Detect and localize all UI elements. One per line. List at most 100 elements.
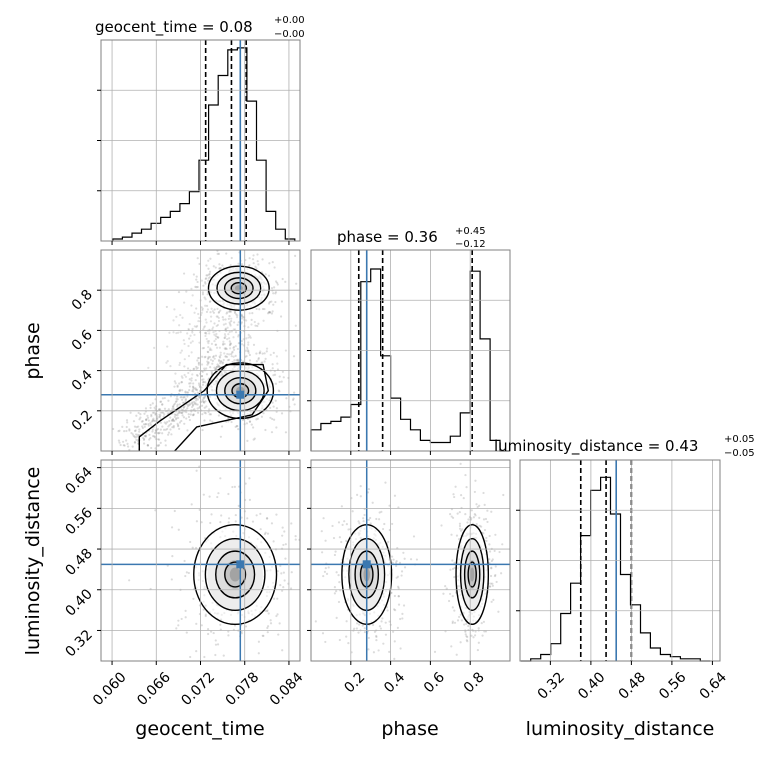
sample-point	[235, 424, 238, 428]
sample-point	[181, 389, 184, 392]
sample-point	[171, 426, 174, 429]
sample-point	[236, 347, 239, 351]
sample-point	[188, 382, 191, 385]
sample-point	[282, 586, 285, 589]
sample-point	[165, 361, 168, 364]
sample-point	[462, 497, 465, 500]
sample-point	[269, 406, 272, 409]
sample-point	[146, 416, 150, 419]
sample-point	[128, 428, 131, 431]
sample-point	[130, 431, 133, 435]
sample-point	[335, 616, 338, 619]
sample-point	[475, 523, 478, 526]
sample-point	[186, 395, 189, 398]
sample-point	[451, 620, 454, 623]
sample-point	[393, 494, 397, 497]
sample-point	[214, 639, 217, 642]
sample-point	[192, 597, 195, 600]
sample-point	[281, 277, 284, 281]
sample-point	[229, 342, 232, 345]
sample-point	[133, 441, 137, 444]
sample-point	[230, 256, 233, 260]
sample-point	[269, 619, 272, 622]
sample-point	[170, 578, 173, 581]
sample-point	[357, 631, 360, 634]
sample-point	[181, 398, 184, 401]
sample-point	[193, 325, 196, 328]
sample-point	[153, 431, 157, 435]
sample-point	[236, 425, 239, 428]
sample-point	[246, 346, 249, 349]
x-tick-label: 0.6	[421, 669, 448, 696]
sample-point	[459, 494, 463, 497]
sample-point	[144, 422, 148, 426]
sample-point	[177, 528, 180, 531]
y-tick-label: 0.40	[62, 586, 95, 619]
sample-point	[195, 469, 198, 472]
sample-point	[367, 648, 370, 651]
sample-point	[224, 335, 227, 338]
sample-point	[195, 365, 198, 369]
sample-point	[146, 444, 149, 447]
contour-layer	[101, 250, 510, 661]
sample-point	[204, 355, 207, 358]
sample-point	[276, 613, 279, 616]
sample-point	[327, 566, 330, 569]
sample-point	[272, 351, 275, 354]
sample-point	[489, 582, 493, 585]
sample-point	[453, 576, 456, 579]
sample-point	[186, 407, 189, 410]
sample-point	[266, 532, 270, 535]
ylabel-luminosity-distance: luminosity_distance	[22, 467, 44, 656]
sample-point	[200, 404, 204, 407]
sample-point	[214, 643, 218, 646]
sample-point	[180, 411, 184, 415]
sample-point	[198, 316, 201, 319]
sample-point	[294, 324, 297, 327]
sample-point	[201, 413, 204, 416]
sample-point	[252, 343, 256, 346]
sample-point	[182, 401, 185, 404]
sample-point	[136, 425, 140, 428]
sample-point	[280, 380, 283, 383]
sample-point	[126, 421, 129, 424]
sample-point	[255, 360, 258, 363]
x-tick-label: 0.060	[90, 669, 130, 709]
sample-point	[453, 621, 457, 624]
sample-point	[393, 594, 396, 598]
sample-point	[216, 336, 220, 339]
sample-point	[282, 571, 285, 574]
sample-point	[191, 327, 194, 330]
sample-point	[266, 609, 269, 612]
sample-point	[203, 655, 206, 659]
sample-point	[388, 650, 391, 653]
sample-point	[216, 232, 218, 234]
sample-point	[293, 391, 296, 394]
sample-point	[126, 442, 129, 446]
sample-point	[237, 321, 240, 324]
sample-point	[189, 540, 192, 544]
sample-point	[194, 387, 197, 390]
sample-point	[191, 546, 194, 549]
sample-point	[266, 669, 268, 671]
sample-point	[467, 518, 470, 521]
sample-point	[380, 510, 383, 513]
sample-point	[237, 428, 240, 431]
sample-point	[338, 638, 341, 642]
sample-point	[205, 274, 208, 277]
x-tick-label: 0.48	[616, 669, 649, 702]
sample-point	[159, 408, 162, 411]
sample-point	[202, 328, 205, 331]
sample-point	[276, 368, 280, 371]
sample-point	[209, 311, 212, 314]
sample-point	[205, 304, 209, 307]
sample-point	[483, 503, 486, 507]
sample-point	[282, 376, 285, 379]
sample-point	[202, 381, 205, 384]
sample-point	[214, 266, 217, 269]
sample-point	[213, 357, 216, 360]
sample-point	[123, 429, 126, 433]
sample-point	[361, 624, 364, 627]
sample-point	[197, 361, 201, 364]
sample-point	[341, 665, 343, 667]
